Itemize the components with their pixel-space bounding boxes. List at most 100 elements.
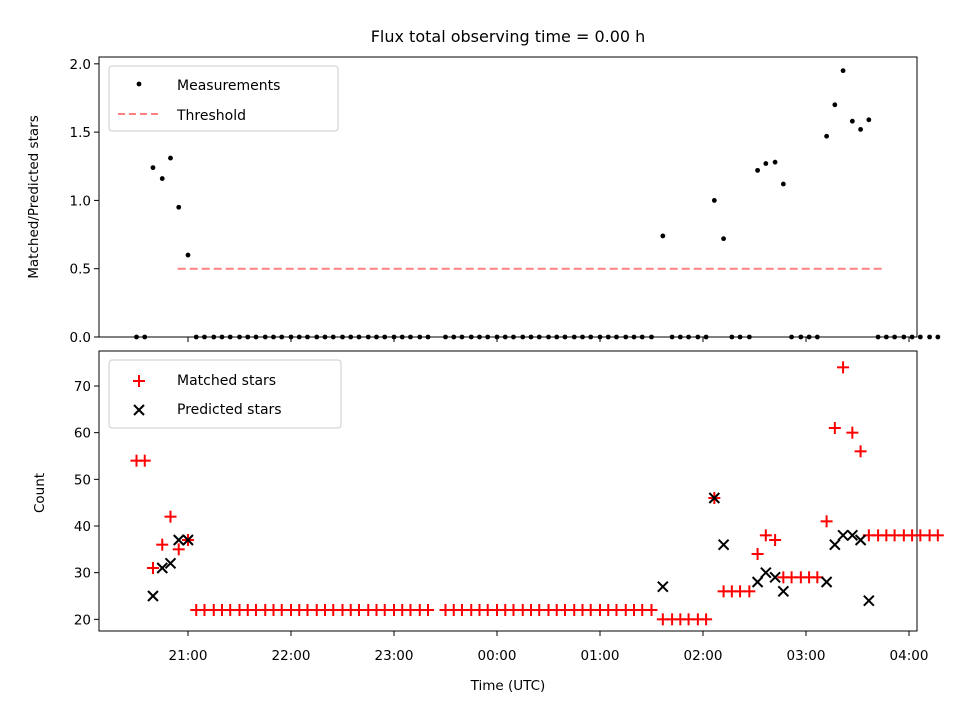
top-panel: 0.00.51.01.52.0 Matched/Predicted stars … bbox=[26, 56, 941, 346]
measurement-point bbox=[711, 198, 717, 203]
measurement-point bbox=[408, 334, 413, 340]
y-tick: 40 bbox=[74, 519, 99, 535]
measurement-point bbox=[605, 334, 611, 340]
measurement-point bbox=[253, 334, 259, 340]
y-tick: 1.5 bbox=[70, 125, 99, 141]
measurement-point bbox=[917, 334, 923, 340]
measurement-point bbox=[649, 334, 654, 340]
measurement-point bbox=[356, 334, 362, 340]
measurement-point bbox=[935, 334, 941, 340]
y-tick-label: 0.5 bbox=[70, 262, 91, 278]
x-tick: 03:00 bbox=[787, 631, 826, 664]
bottom-y-axis-label: Count bbox=[32, 473, 48, 513]
y-tick-label: 40 bbox=[74, 519, 91, 535]
legend-measurements-label: Measurements bbox=[177, 78, 280, 94]
y-tick-label: 50 bbox=[74, 472, 91, 488]
measurement-point bbox=[892, 334, 897, 340]
measurement-point bbox=[866, 117, 872, 123]
top-y-ticks: 0.0 0.5 1.0 1.5 2.0 bbox=[70, 57, 99, 346]
measurement-point bbox=[237, 334, 242, 340]
measurement-point bbox=[314, 334, 320, 340]
x-tick-label: 00:00 bbox=[478, 648, 517, 664]
matched-star-point bbox=[820, 515, 833, 528]
predicted-star-point bbox=[147, 590, 159, 602]
matched-star-point bbox=[172, 543, 185, 556]
y-tick-label: 1.0 bbox=[70, 193, 91, 209]
top-legend-box bbox=[108, 65, 339, 132]
x-tick: 02:00 bbox=[684, 631, 722, 664]
measurement-point bbox=[546, 334, 551, 340]
y-tick-label: 60 bbox=[74, 426, 91, 442]
measurement-point bbox=[425, 334, 431, 340]
measurement-point bbox=[824, 133, 829, 139]
measurement-point bbox=[245, 334, 251, 340]
matched-star-point bbox=[837, 361, 850, 374]
measurement-point bbox=[798, 334, 804, 340]
matched-star-point bbox=[146, 562, 159, 574]
y-tick-label: 2.0 bbox=[70, 57, 91, 73]
measurement-point bbox=[721, 236, 726, 242]
measurement-point bbox=[185, 252, 191, 258]
matched-star-point bbox=[751, 548, 764, 560]
measurement-point bbox=[554, 334, 560, 340]
y-tick: 0.0 bbox=[70, 330, 99, 346]
matched-star-point bbox=[828, 422, 841, 434]
x-tick-label: 21:00 bbox=[169, 648, 208, 664]
measurement-point bbox=[271, 334, 276, 340]
measurement-point bbox=[477, 334, 482, 340]
y-tick-label: 30 bbox=[74, 566, 91, 582]
measurement-point bbox=[686, 334, 691, 340]
measurement-point bbox=[211, 334, 217, 340]
measurement-point bbox=[639, 334, 645, 340]
predicted-star-point bbox=[173, 534, 185, 546]
x-tick: 01:00 bbox=[581, 631, 619, 664]
measurement-point bbox=[737, 334, 743, 340]
measurement-point bbox=[631, 334, 637, 340]
measurement-point bbox=[219, 334, 225, 340]
matched-star-point bbox=[769, 534, 782, 546]
y-tick: 2.0 bbox=[70, 57, 99, 73]
measurement-point bbox=[330, 334, 336, 340]
matched-star-point bbox=[421, 604, 434, 616]
measurement-point bbox=[806, 334, 812, 340]
measurement-point bbox=[305, 334, 310, 340]
predicted-star-point bbox=[760, 566, 772, 579]
measurement-point bbox=[502, 334, 508, 340]
matched-star-point bbox=[743, 585, 756, 598]
measurement-point bbox=[623, 334, 629, 340]
y-tick-label: 0.0 bbox=[70, 330, 91, 346]
top-plot-area bbox=[98, 56, 918, 338]
y-tick-label: 1.5 bbox=[70, 125, 91, 141]
measurement-point bbox=[755, 167, 760, 173]
predicted-star-point bbox=[854, 534, 867, 546]
measurement-point bbox=[485, 334, 491, 340]
measurement-point bbox=[772, 159, 778, 165]
measurement-point bbox=[875, 334, 881, 340]
predicted-star-point bbox=[164, 557, 177, 570]
measurement-point bbox=[746, 334, 752, 340]
matched-star-point bbox=[138, 454, 151, 467]
predicted-star-point bbox=[182, 534, 194, 546]
matched-star-point bbox=[931, 529, 944, 542]
predicted-star-point bbox=[156, 562, 168, 574]
x-tick-label: 04:00 bbox=[890, 648, 929, 664]
legend-measurements-marker bbox=[136, 81, 142, 87]
y-tick: 20 bbox=[74, 612, 99, 628]
measurement-point bbox=[901, 334, 907, 340]
measurement-point bbox=[443, 334, 448, 340]
measurement-point bbox=[288, 334, 294, 340]
measurement-point bbox=[840, 68, 846, 74]
x-tick-label: 22:00 bbox=[272, 648, 311, 664]
matched-star-point bbox=[156, 538, 169, 551]
y-tick: 1.0 bbox=[70, 193, 99, 209]
top-legend: Measurements Threshold bbox=[108, 65, 339, 132]
matched-star-point bbox=[164, 510, 177, 523]
measurement-point bbox=[176, 204, 182, 210]
top-y-axis-label: Matched/Predicted stars bbox=[26, 115, 42, 278]
measurement-point bbox=[417, 334, 423, 340]
x-tick-label: 03:00 bbox=[787, 648, 826, 664]
measurement-point bbox=[520, 334, 526, 340]
top-marks bbox=[134, 68, 941, 340]
x-tick: 00:00 bbox=[478, 631, 517, 664]
x-tick: 21:00 bbox=[169, 631, 208, 664]
